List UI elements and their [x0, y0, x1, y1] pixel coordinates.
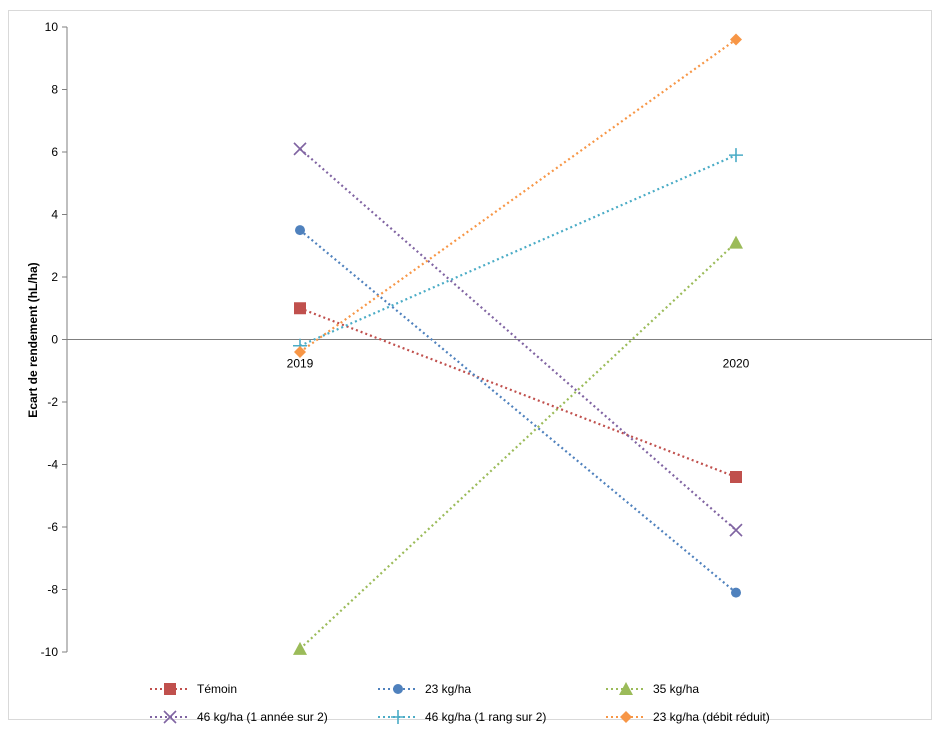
legend-label: 35 kg/ha: [653, 682, 699, 696]
data-point: [731, 587, 741, 598]
series-line: [299, 229, 737, 594]
data-point: [729, 235, 743, 249]
legend-label: 46 kg/ha (1 année sur 2): [197, 710, 328, 724]
y-tick-label: 0: [51, 333, 58, 347]
y-tick-label: -6: [47, 520, 58, 534]
y-tick-label: 10: [45, 20, 59, 34]
y-tick-label: -10: [41, 645, 59, 659]
legend-label: 23 kg/ha (débit réduit): [653, 710, 770, 724]
legend-label: 23 kg/ha: [425, 682, 471, 696]
series-line: [299, 307, 737, 479]
x-tick-label: 2020: [723, 357, 750, 371]
y-tick-label: 6: [51, 145, 58, 159]
data-point: [293, 142, 307, 156]
series-line: [299, 38, 737, 353]
series-line: [299, 154, 737, 347]
y-tick-label: -2: [47, 395, 58, 409]
data-point: [729, 523, 743, 537]
chart-frame: [8, 10, 932, 720]
legend-marker: [391, 710, 405, 724]
y-tick-label: -8: [47, 583, 58, 597]
x-tick-label: 2019: [287, 357, 314, 371]
series-line: [299, 241, 737, 650]
legend-label: 46 kg/ha (1 rang sur 2): [425, 710, 546, 724]
y-axis-label: Ecart de rendement (hL/ha): [26, 262, 40, 417]
data-point: [294, 346, 306, 358]
data-point: [295, 225, 305, 236]
legend-marker: [393, 684, 403, 694]
legend-label: Témoin: [197, 682, 237, 696]
y-tick-label: 8: [51, 83, 58, 97]
legend-marker: [164, 683, 176, 695]
data-point: [729, 148, 743, 163]
legend-marker: [619, 682, 633, 695]
y-tick-label: -4: [47, 458, 58, 472]
data-point: [730, 33, 742, 46]
legend-marker: [620, 711, 632, 723]
data-point: [294, 302, 306, 315]
legend-marker: [163, 710, 177, 724]
data-point: [293, 641, 307, 655]
y-tick-label: 2: [51, 270, 58, 284]
series-line: [299, 148, 737, 531]
data-point: [730, 471, 742, 483]
y-tick-label: 4: [51, 208, 58, 222]
